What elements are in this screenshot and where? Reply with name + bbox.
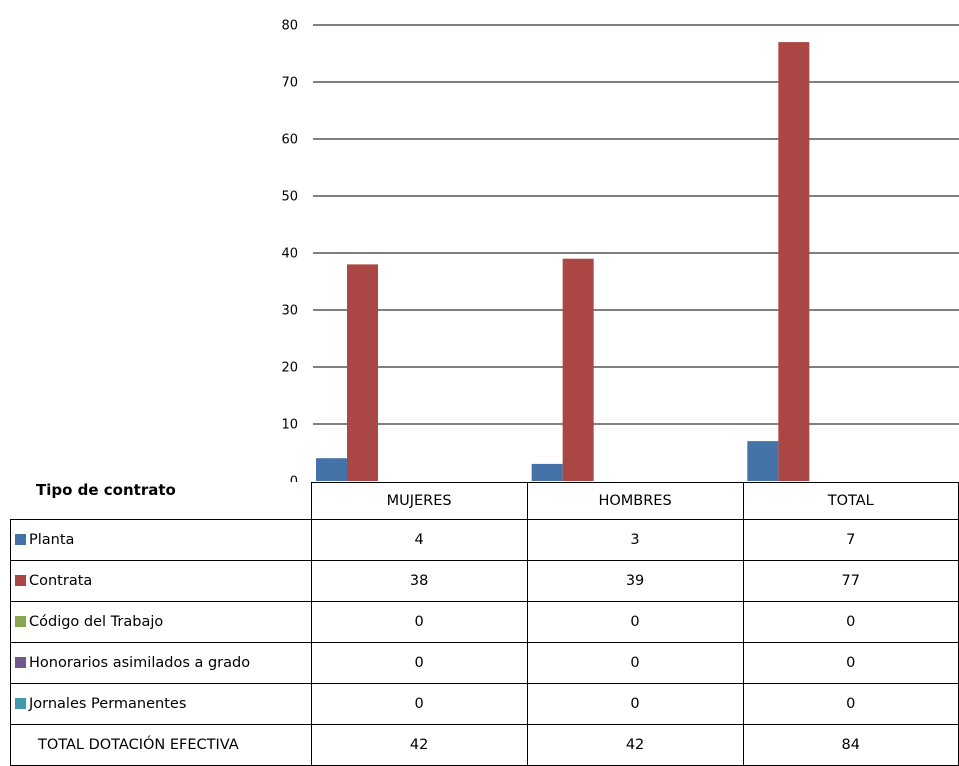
table-row: Código del Trabajo 0 0 0 [10,601,959,643]
table-row: Planta 4 3 7 [10,519,959,561]
bar [562,258,594,481]
y-tick-label: 50 [281,190,298,205]
table-row: Jornales Permanentes 0 0 0 [10,683,959,725]
category-header: TOTAL [742,482,959,520]
y-tick-label: 30 [281,304,298,319]
y-tick-label: 60 [281,133,298,148]
table-cell: 42 [310,724,528,766]
legend-swatch [15,616,26,627]
bar [316,458,347,481]
table-cell: 0 [526,601,744,643]
y-tick-label: 20 [281,361,298,376]
category-header: HOMBRES [526,482,744,520]
legend-swatch [15,657,26,668]
y-tick-label: 70 [281,76,298,91]
series-label: Planta [10,519,312,561]
table-corner [10,482,312,520]
table-cell: 0 [310,601,528,643]
legend-swatch [15,698,26,709]
series-label: Honorarios asimilados a grado [10,642,312,684]
legend-swatch [15,534,26,545]
data-table: MUJERES HOMBRES TOTAL Planta 4 3 7 Contr… [10,482,959,766]
table-cell: 0 [742,601,959,643]
series-name: Honorarios asimilados a grado [29,655,251,671]
table-cell: 0 [742,683,959,725]
bar [778,42,810,481]
table-cell: 77 [742,560,959,602]
table-cell: 7 [742,519,959,561]
category-header: MUJERES [310,482,528,520]
table-cell: 0 [310,642,528,684]
y-tick-label: 40 [281,247,298,262]
table-cell: 84 [742,724,959,766]
table-cell: 38 [310,560,528,602]
bar [531,463,563,481]
table-total-row: TOTAL DOTACIÓN EFECTIVA 42 42 84 [10,724,959,766]
series-name: Jornales Permanentes [29,696,187,712]
table-row: Contrata 38 39 77 [10,560,959,602]
bar-chart: 0 10 20 30 40 50 60 70 80 [281,19,959,483]
series-label: Jornales Permanentes [10,683,312,725]
series-name: Planta [29,532,75,548]
table-header-row: MUJERES HOMBRES TOTAL [10,482,959,520]
table-cell: 4 [310,519,528,561]
y-tick-label: 10 [281,418,298,433]
series-name: Contrata [29,573,93,589]
table-cell: 3 [526,519,744,561]
table-cell: 0 [526,642,744,684]
y-tick-label: 80 [281,19,298,34]
series-label: Código del Trabajo [10,601,312,643]
legend-swatch [15,575,26,586]
table-cell: 0 [310,683,528,725]
table-cell: 0 [526,683,744,725]
bar [347,264,378,481]
y-tick-label: 0 [290,475,298,483]
table-cell: 42 [526,724,744,766]
table-cell: 39 [526,560,744,602]
table-row: Honorarios asimilados a grado 0 0 0 [10,642,959,684]
series-name: Código del Trabajo [29,614,164,630]
table-cell: 0 [742,642,959,684]
series-label: Contrata [10,560,312,602]
bar [747,441,779,481]
total-label: TOTAL DOTACIÓN EFECTIVA [10,724,312,766]
